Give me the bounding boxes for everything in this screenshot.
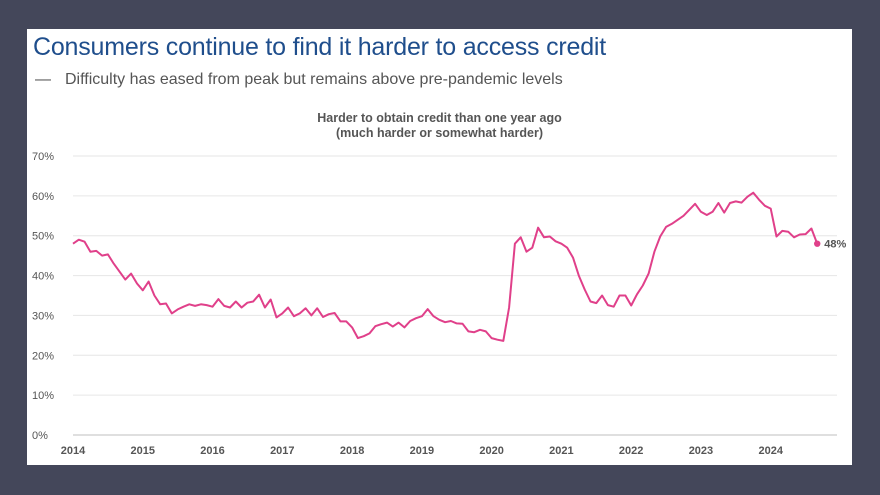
subtitle-dash: — bbox=[35, 71, 51, 88]
x-tick-label: 2022 bbox=[619, 445, 643, 457]
y-tick-label: 70% bbox=[32, 151, 54, 163]
y-tick-label: 40% bbox=[32, 271, 54, 283]
y-tick-label: 0% bbox=[32, 430, 48, 442]
slide-subtitle: — Difficulty has eased from peak but rema… bbox=[35, 71, 563, 89]
chart-title: Harder to obtain credit than one year ag… bbox=[27, 111, 852, 141]
chart-title-line2: (much harder or somewhat harder) bbox=[336, 126, 543, 140]
x-tick-label: 2023 bbox=[689, 445, 713, 457]
x-tick-label: 2021 bbox=[549, 445, 573, 457]
slide: Consumers continue to find it harder to … bbox=[27, 29, 852, 465]
x-tick-label: 2024 bbox=[758, 445, 783, 457]
y-tick-label: 20% bbox=[32, 350, 54, 362]
x-tick-label: 2019 bbox=[410, 445, 434, 457]
series-line bbox=[72, 191, 819, 342]
y-tick-label: 50% bbox=[32, 231, 54, 243]
y-tick-label: 60% bbox=[32, 191, 54, 203]
y-tick-label: 30% bbox=[32, 310, 54, 322]
end-value-label: 48% bbox=[824, 239, 846, 251]
slide-title: Consumers continue to find it harder to … bbox=[33, 33, 607, 61]
x-tick-label: 2018 bbox=[340, 445, 364, 457]
chart-title-line1: Harder to obtain credit than one year ag… bbox=[317, 111, 562, 125]
end-point-marker bbox=[814, 240, 821, 247]
x-tick-label: 2020 bbox=[479, 445, 503, 457]
subtitle-text: Difficulty has eased from peak but remai… bbox=[65, 71, 563, 88]
x-tick-label: 2016 bbox=[200, 445, 224, 457]
x-tick-label: 2014 bbox=[61, 445, 86, 457]
x-tick-label: 2017 bbox=[270, 445, 294, 457]
y-tick-label: 10% bbox=[32, 390, 54, 402]
x-tick-label: 2015 bbox=[131, 445, 155, 457]
line-chart: 0% 10% 20% 30% 40% 50% 60% 70% 2014 2015 2016 2017 2… bbox=[32, 151, 846, 457]
